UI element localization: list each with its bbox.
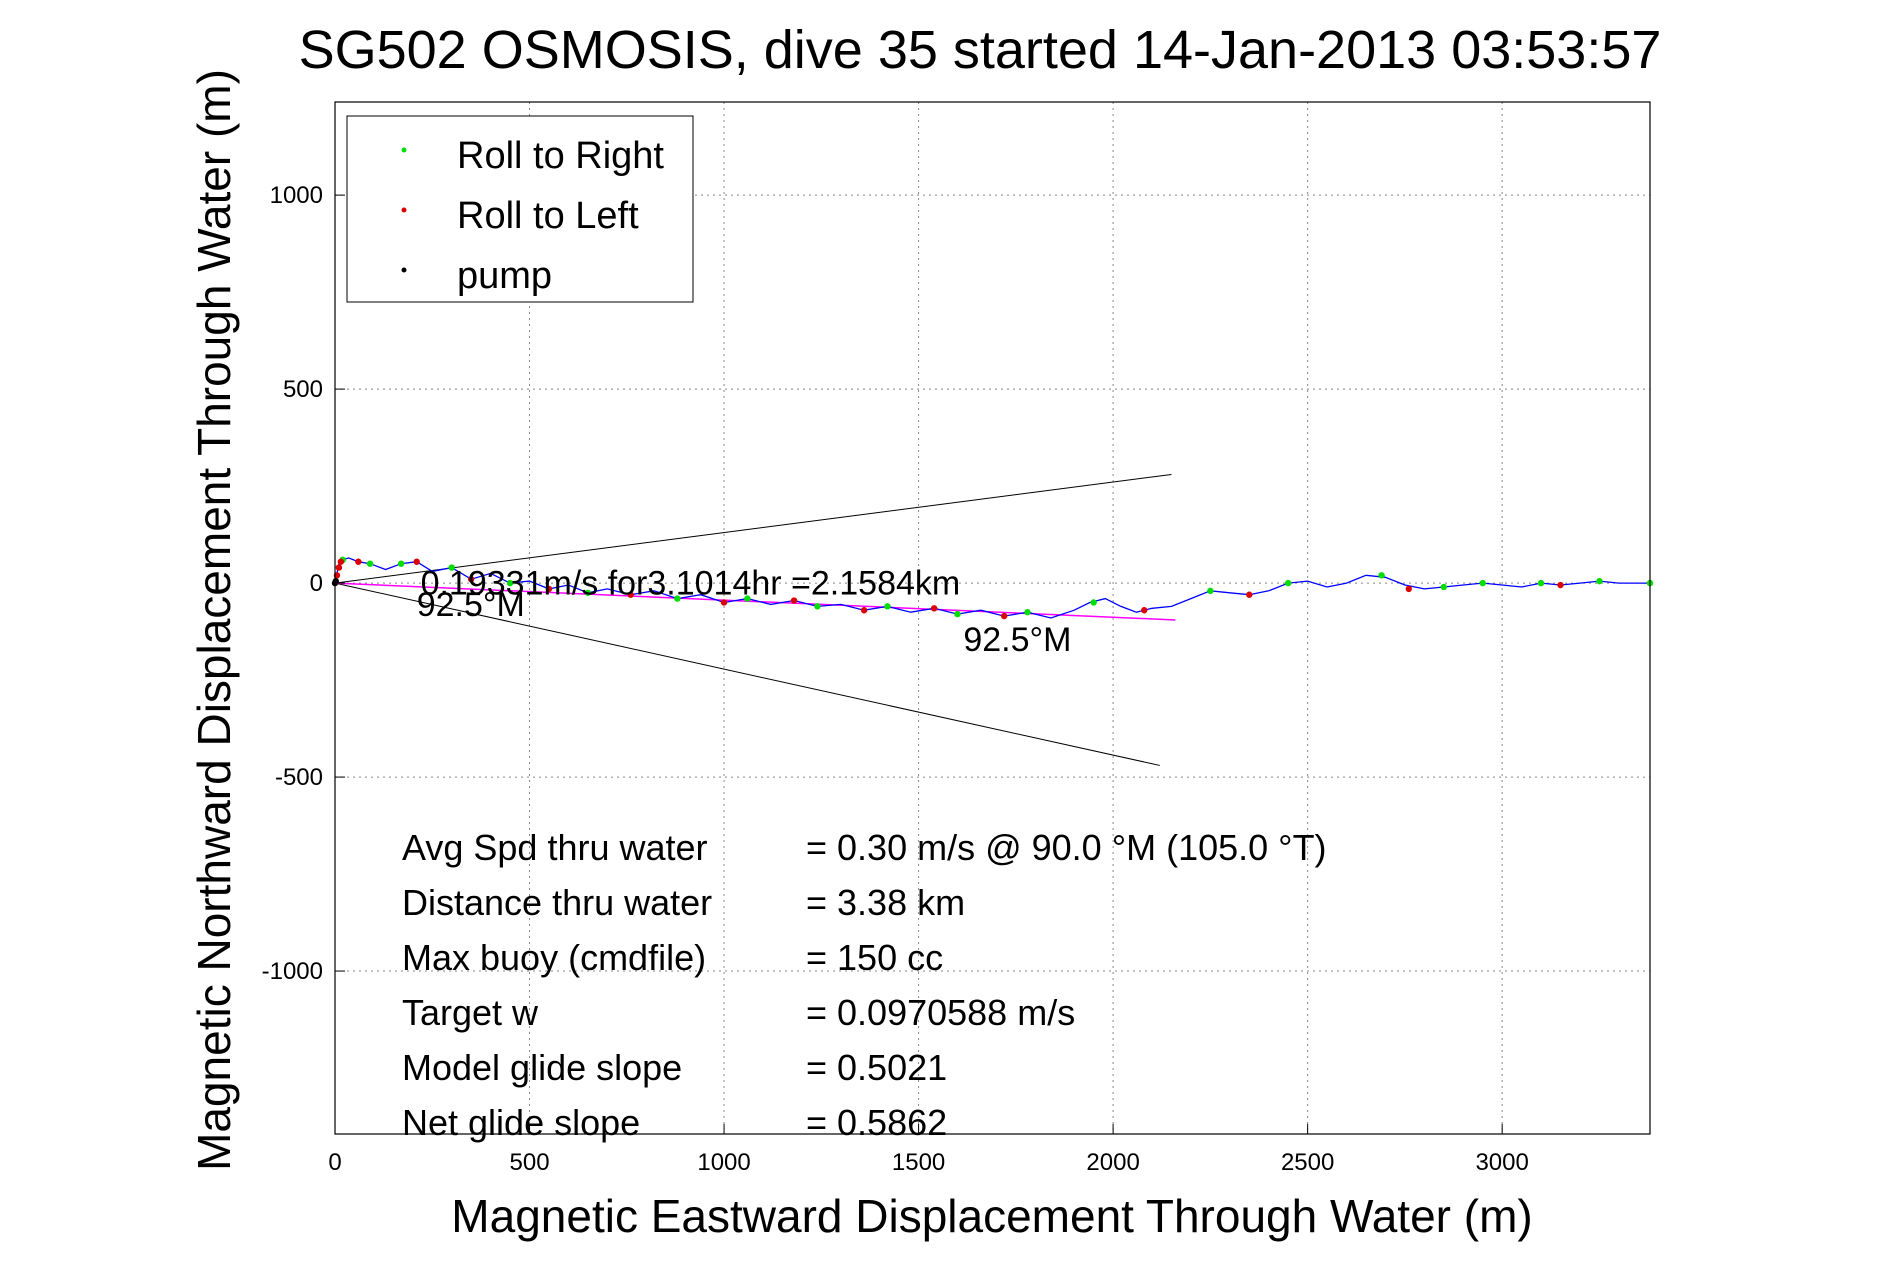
legend-label: pump xyxy=(457,255,552,297)
roll-right-point xyxy=(1440,583,1448,591)
x-tick-label: 1500 xyxy=(892,1149,945,1176)
roll-right-point xyxy=(1024,608,1031,616)
roll-left-point xyxy=(355,558,362,565)
plot-frame xyxy=(334,101,1651,1135)
roll-left-point xyxy=(1000,612,1008,620)
x-tick-label: 500 xyxy=(510,1149,550,1176)
roll-right-point xyxy=(674,595,681,602)
roll-left-point xyxy=(413,558,420,565)
roll-right-point xyxy=(744,595,751,602)
roll-right-point xyxy=(1596,577,1603,585)
y-tick-label: -500 xyxy=(275,764,323,791)
roll-right-point xyxy=(1207,587,1214,595)
dive-statistics: Avg Spd thru water = 0.30 m/s @ 90.0 °M (… xyxy=(402,827,1327,1143)
legend: Roll to Right Roll to Left pump xyxy=(346,115,694,303)
roll-left-point xyxy=(627,591,634,598)
legend-marker xyxy=(401,267,407,273)
x-axis-label: Magnetic Eastward Displacement Through W… xyxy=(451,1190,1532,1242)
roll-right-point xyxy=(397,560,405,567)
stat-value: = 0.0970588 m/s xyxy=(806,992,1075,1033)
stat-label: Net glide slope xyxy=(402,1102,640,1143)
legend-marker xyxy=(401,207,407,213)
heading-cone-line xyxy=(334,582,1160,766)
heading-cone-line xyxy=(334,473,1172,584)
roll-left-point xyxy=(1405,585,1412,593)
x-tick-label: 2500 xyxy=(1281,1149,1334,1176)
roll-right-point xyxy=(448,564,455,571)
stat-value: = 0.5021 xyxy=(806,1047,947,1088)
x-tick-label: 0 xyxy=(328,1149,341,1176)
chart-annotation: 92.5°M xyxy=(963,621,1071,659)
roll-right-point xyxy=(1378,572,1385,579)
roll-left-point xyxy=(1246,591,1253,598)
stat-label: Avg Spd thru water xyxy=(402,827,708,868)
stat-label: Target w xyxy=(402,992,539,1033)
y-axis-label: Magnetic Northward Displacement Through … xyxy=(188,69,240,1171)
stat-value: = 150 cc xyxy=(806,937,943,978)
chart-annotation: 0.19331m/s for3.1014hr =2.1584km xyxy=(421,565,961,603)
roll-right-point xyxy=(954,610,961,618)
stat-label: Model glide slope xyxy=(402,1047,682,1088)
roll-left-point xyxy=(335,564,343,571)
y-tick-label: 1000 xyxy=(270,182,323,209)
roll-right-point xyxy=(366,560,374,567)
y-tick-label: 0 xyxy=(310,570,323,597)
roll-left-point xyxy=(545,585,553,593)
roll-left-point xyxy=(790,597,798,604)
legend-marker xyxy=(401,147,407,153)
stat-value: = 3.38 km xyxy=(806,882,965,923)
stat-value: = 0.5862 xyxy=(806,1102,947,1143)
chart-annotation: 92.5°M xyxy=(417,586,525,624)
roll-left-point xyxy=(1557,581,1564,589)
stat-value: = 0.30 m/s @ 90.0 °M (105.0 °T) xyxy=(806,827,1327,868)
legend-label: Roll to Left xyxy=(457,195,639,237)
x-tick-label: 3000 xyxy=(1475,1149,1528,1176)
roll-right-point xyxy=(1479,579,1486,587)
roll-right-point xyxy=(1284,579,1292,587)
x-tick-label: 1000 xyxy=(697,1149,750,1176)
stat-label: Distance thru water xyxy=(402,882,712,923)
roll-left-point xyxy=(860,607,868,614)
x-tick-label: 2000 xyxy=(1086,1149,1139,1176)
roll-right-point xyxy=(506,579,514,587)
roll-left-point xyxy=(467,576,475,583)
roll-right-point xyxy=(1090,599,1097,606)
y-tick-label: -1000 xyxy=(262,958,323,985)
roll-right-point xyxy=(584,589,592,596)
roll-right-point xyxy=(1537,579,1545,587)
axis-ticks: 0 500 1000 1500 2000 2500 3000 -1000 -500 0 500 100… xyxy=(262,182,1529,1176)
roll-right-point xyxy=(884,603,891,610)
roll-right-point xyxy=(814,603,821,610)
chart-title: SG502 OSMOSIS, dive 35 started 14-Jan-20… xyxy=(299,20,1662,80)
roll-left-point xyxy=(930,605,938,612)
roll-left-point xyxy=(337,558,345,565)
glider-track-line xyxy=(334,557,1650,619)
data-layer xyxy=(331,473,1654,766)
stat-label: Max buoy (cmdfile) xyxy=(402,937,706,978)
roll-left-point xyxy=(720,599,728,606)
roll-left-point xyxy=(1141,607,1148,614)
y-tick-label: 500 xyxy=(283,376,323,403)
legend-label: Roll to Right xyxy=(457,135,664,177)
